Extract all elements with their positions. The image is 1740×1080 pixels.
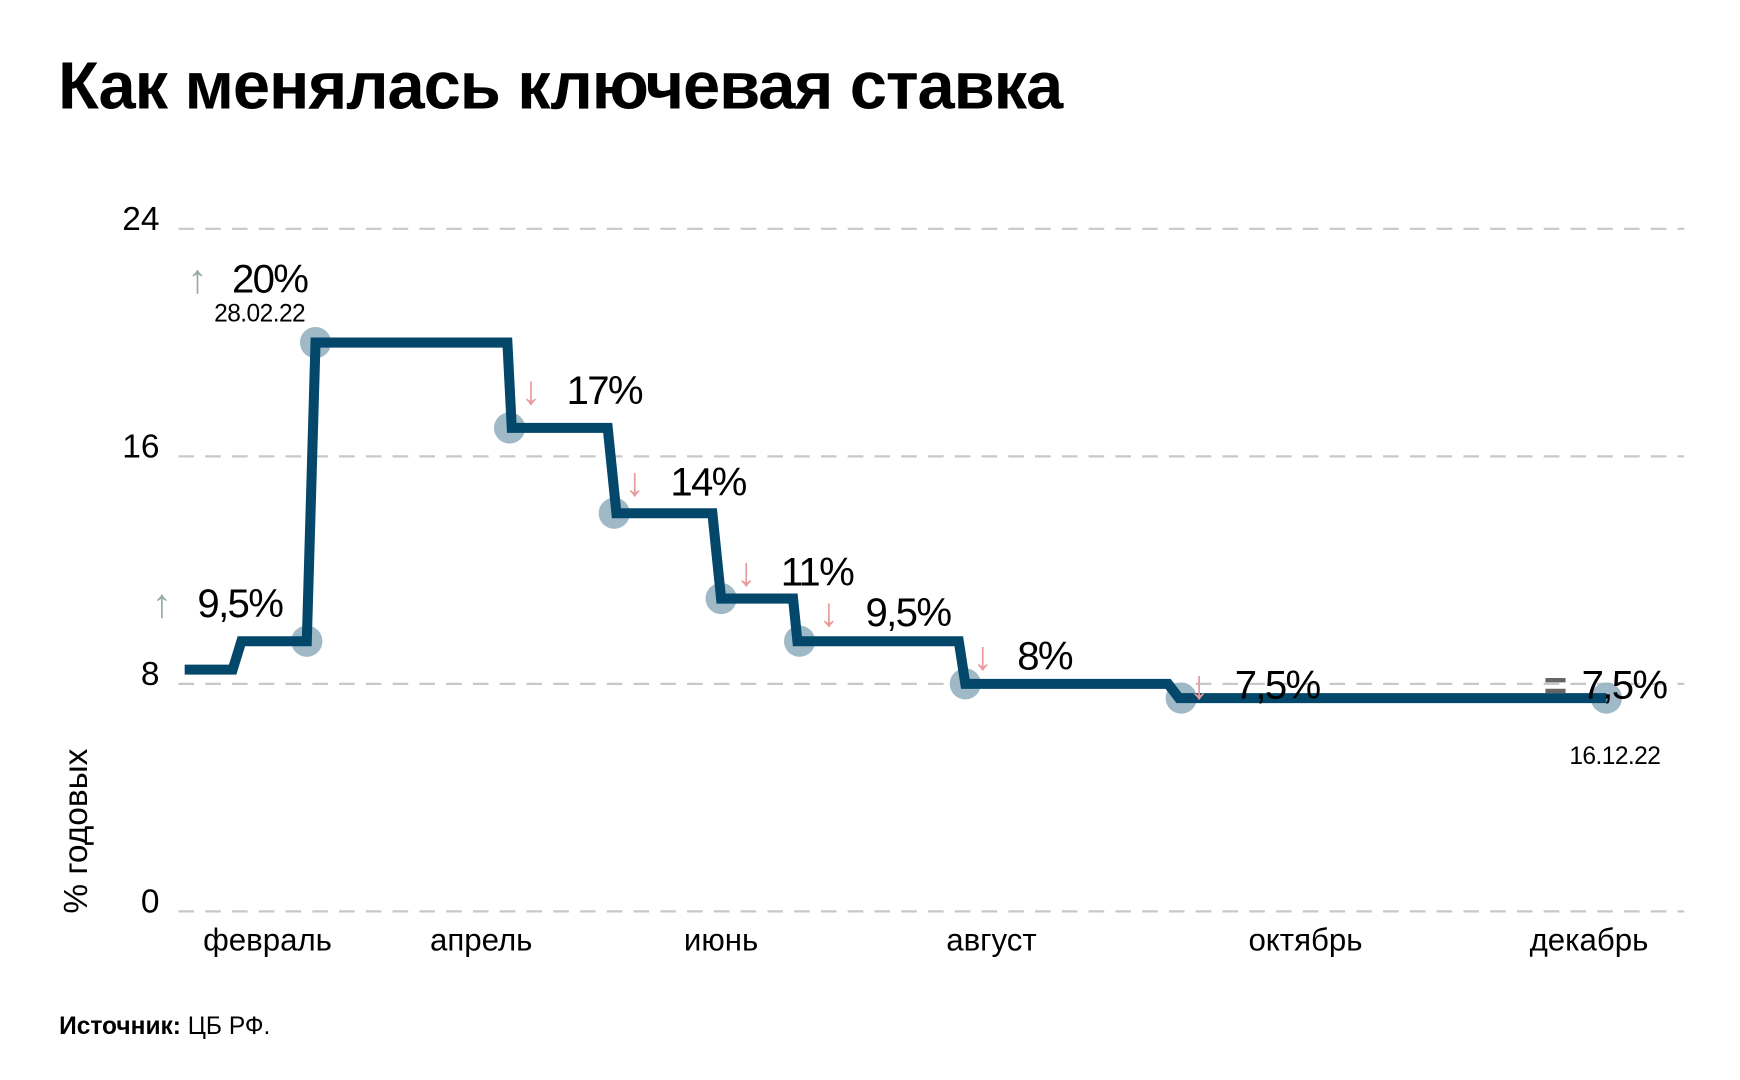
down-arrow-icon: ↓ <box>973 633 993 678</box>
annotations: ↑ 9,5% ↑ 20% 28.02.22 ↓ 17% ↓ 14% ↓ 11% … <box>152 256 1669 770</box>
x-tick-label: июнь <box>684 922 758 957</box>
chart-title: Как менялась ключевая ставка <box>58 48 1064 123</box>
y-tick-label: 24 <box>122 201 159 238</box>
up-arrow-icon: ↑ <box>152 581 172 626</box>
annotation-label: 20% <box>232 256 308 301</box>
annotation-11-down: ↓ 11% <box>736 550 856 595</box>
annotation-17-down: ↓ 17% <box>521 368 645 413</box>
equals-icon: = <box>1544 662 1567 707</box>
annotation-7-5-same: = 7,5% 16.12.22 <box>1544 662 1669 770</box>
annotation-date: 28.02.22 <box>214 300 305 327</box>
y-axis-label: % годовых <box>58 748 95 913</box>
y-tick-label: 8 <box>141 656 160 693</box>
annotation-label: 8% <box>1017 633 1073 678</box>
gridlines <box>178 227 1685 913</box>
annotation-20-up: ↑ 20% 28.02.22 <box>187 256 310 327</box>
x-tick-label: август <box>946 922 1037 957</box>
rate-line <box>184 337 1607 704</box>
annotation-label: 7,5% <box>1235 662 1321 707</box>
up-arrow-icon: ↑ <box>187 256 207 301</box>
down-arrow-icon: ↓ <box>819 590 839 635</box>
annotation-label: 9,5% <box>866 590 952 635</box>
y-tick-label: 16 <box>122 428 159 465</box>
x-axis-ticks: февраль апрель июнь август октябрь декабрь <box>203 922 1648 957</box>
source-note: Источник: ЦБ РФ. <box>59 1013 270 1040</box>
annotation-date: 16.12.22 <box>1569 743 1660 770</box>
annotation-label: 9,5% <box>197 581 283 626</box>
annotation-label: 7,5% <box>1582 662 1668 707</box>
y-tick-label: 0 <box>141 884 160 921</box>
down-arrow-icon: ↓ <box>521 368 541 413</box>
x-tick-label: апрель <box>430 922 532 957</box>
annotation-14-down: ↓ 14% <box>625 459 749 504</box>
down-arrow-icon: ↓ <box>1189 662 1209 707</box>
source-text: ЦБ РФ. <box>181 1013 270 1040</box>
x-tick-label: октябрь <box>1248 922 1362 957</box>
down-arrow-icon: ↓ <box>625 459 645 504</box>
annotation-label: 11% <box>781 550 854 595</box>
down-arrow-icon: ↓ <box>736 550 756 595</box>
x-tick-label: февраль <box>203 922 332 957</box>
annotation-label: 17% <box>567 368 643 413</box>
annotation-label: 14% <box>670 459 746 504</box>
annotation-7-5-down: ↓ 7,5% <box>1189 662 1322 707</box>
annotation-9-5-down: ↓ 9,5% <box>819 590 953 635</box>
source-label: Источник: <box>59 1013 181 1040</box>
annotation-9-5-up: ↑ 9,5% <box>152 581 285 626</box>
annotation-8-down: ↓ 8% <box>973 633 1075 678</box>
x-tick-label: декабрь <box>1530 922 1649 957</box>
y-axis-ticks: 0 8 16 24 <box>122 201 159 921</box>
